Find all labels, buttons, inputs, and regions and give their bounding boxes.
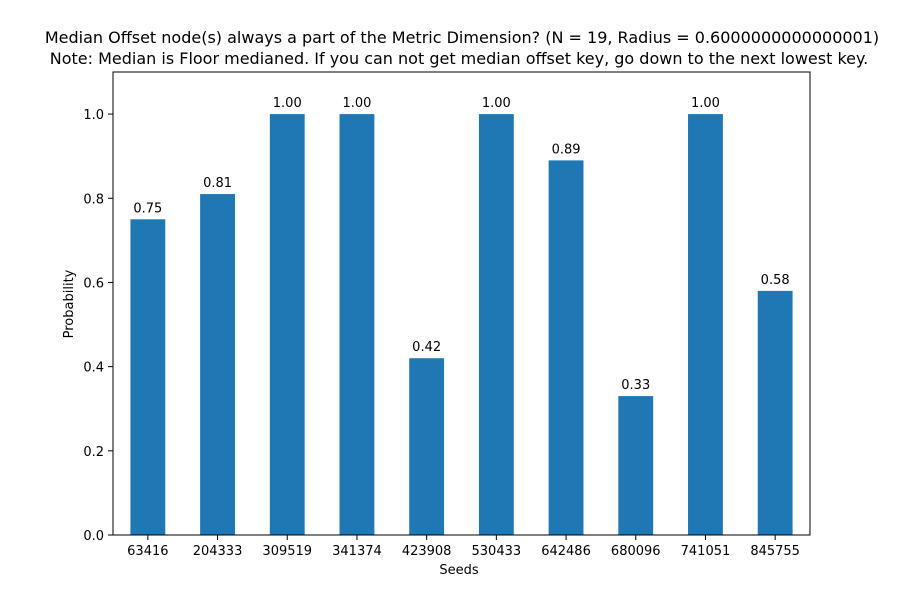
x-tick-label-845755: 845755 [750, 544, 800, 559]
bar-845755 [757, 290, 793, 535]
bar-530433 [478, 114, 514, 535]
data-label-423908: 0.42 [412, 340, 441, 355]
bar-741051 [688, 114, 723, 535]
y-tick-label-0.8: 0.8 [83, 192, 104, 207]
x-tick-label-680096: 680096 [611, 544, 661, 559]
data-label-63416: 0.75 [133, 201, 162, 216]
bar-642486 [548, 160, 584, 535]
x-axis: 63416 204333 309519 341374 423908 530433 64248… [127, 535, 800, 559]
x-tick-label-309519: 309519 [262, 544, 312, 559]
plot-frame [112, 71, 811, 536]
bar-309519 [269, 114, 305, 535]
x-axis-label: Seeds [439, 563, 479, 578]
chart-subtitle: Note: Median is Floor medianed. If you c… [50, 49, 869, 68]
y-axis: 0.0 0.2 0.4 0.6 0.8 1.0 [83, 108, 113, 544]
data-label-309519: 1.00 [273, 96, 302, 111]
data-label-642486: 0.89 [552, 142, 581, 157]
data-label-341374: 1.00 [342, 96, 371, 111]
x-tick-label-341374: 341374 [332, 544, 382, 559]
bars-layer [130, 114, 793, 535]
bar-423908 [409, 358, 445, 535]
data-labels-layer: 0.75 0.81 1.00 1.00 0.42 1.00 0.89 0.33 1.00 0.58 [133, 96, 789, 393]
data-label-530433: 1.00 [482, 96, 511, 111]
y-tick-label-0.6: 0.6 [83, 276, 104, 291]
data-label-741051: 1.00 [691, 96, 720, 111]
bar-680096 [618, 396, 654, 535]
y-tick-label-0.4: 0.4 [83, 361, 104, 376]
chart-title: Median Offset node(s) always a part of t… [45, 28, 879, 47]
bar-63416 [130, 219, 166, 535]
data-label-204333: 0.81 [203, 176, 232, 191]
bar-204333 [200, 194, 235, 535]
x-tick-label-63416: 63416 [127, 544, 168, 559]
x-tick-label-741051: 741051 [681, 544, 731, 559]
x-tick-label-204333: 204333 [193, 544, 243, 559]
x-tick-label-642486: 642486 [541, 544, 591, 559]
y-tick-label-1.0: 1.0 [83, 108, 104, 123]
y-tick-label-0.0: 0.0 [83, 529, 104, 544]
data-label-680096: 0.33 [621, 378, 650, 393]
x-tick-label-423908: 423908 [402, 544, 452, 559]
bar-341374 [339, 114, 375, 535]
data-label-845755: 0.58 [761, 273, 790, 288]
x-tick-label-530433: 530433 [472, 544, 522, 559]
y-tick-label-0.2: 0.2 [83, 445, 104, 460]
y-axis-label: Probability [62, 269, 77, 338]
